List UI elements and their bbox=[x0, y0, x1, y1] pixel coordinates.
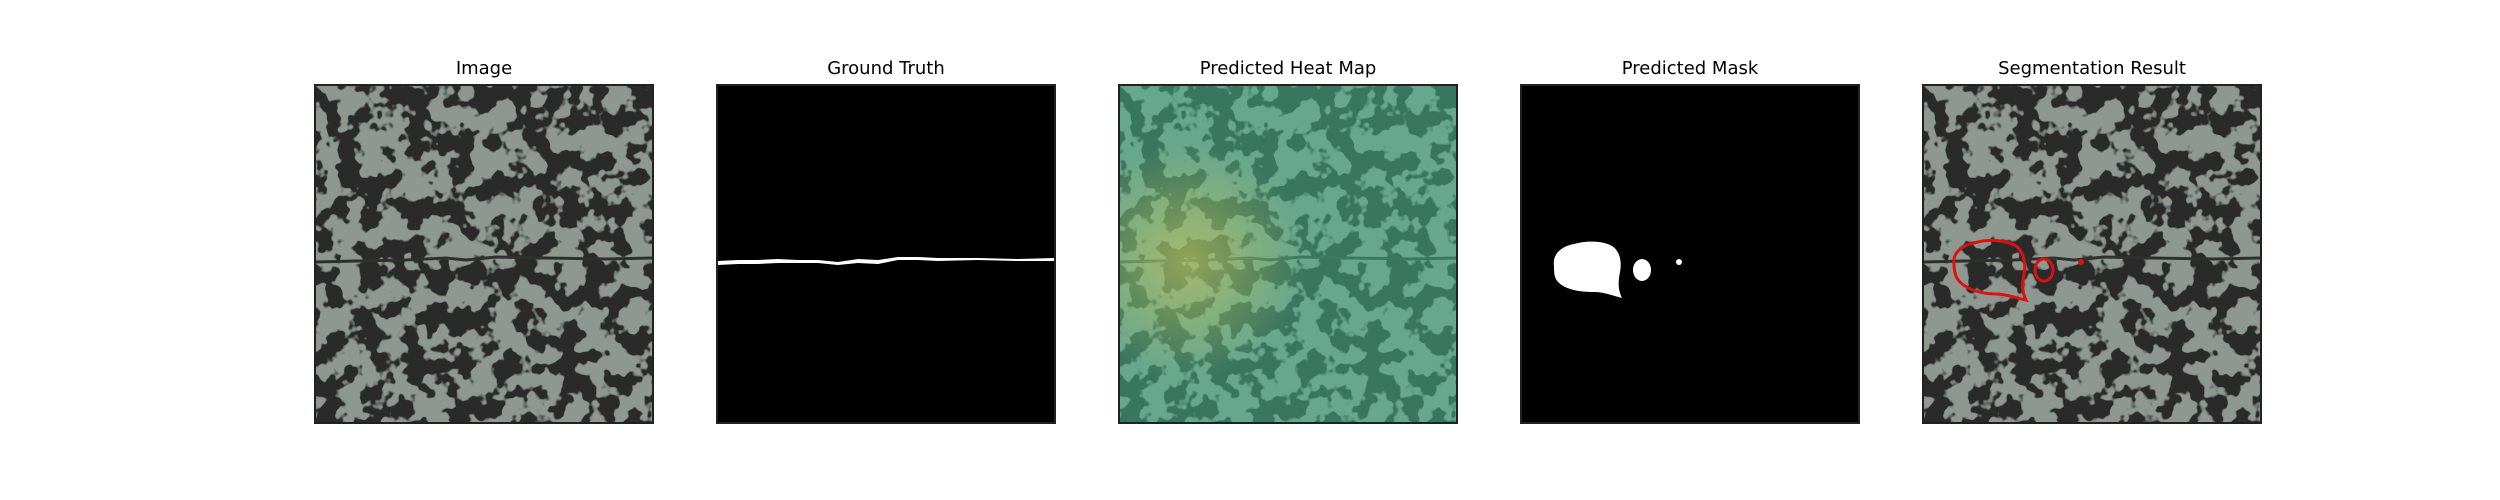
panel-title-ground-truth: Ground Truth bbox=[827, 58, 945, 79]
crack-ground-truth-mask bbox=[718, 86, 1054, 422]
predicted-mask-frame bbox=[1520, 84, 1860, 424]
heat-map-overlay bbox=[1120, 86, 1456, 422]
heat-map-frame bbox=[1118, 84, 1458, 424]
segmentation-contour-overlay bbox=[1924, 86, 2260, 422]
segmentation-result-frame bbox=[1922, 84, 2262, 424]
ground-truth-frame bbox=[716, 84, 1056, 424]
predicted-blob-mask bbox=[1522, 86, 1858, 422]
panel-title-image: Image bbox=[455, 58, 513, 79]
panel-title-heat-map: Predicted Heat Map bbox=[1199, 58, 1377, 79]
panel-title-predicted-mask: Predicted Mask bbox=[1621, 58, 1759, 79]
image-frame bbox=[314, 84, 654, 424]
panel-title-segmentation-result: Segmentation Result bbox=[1998, 58, 2186, 79]
texture-image bbox=[316, 86, 652, 422]
